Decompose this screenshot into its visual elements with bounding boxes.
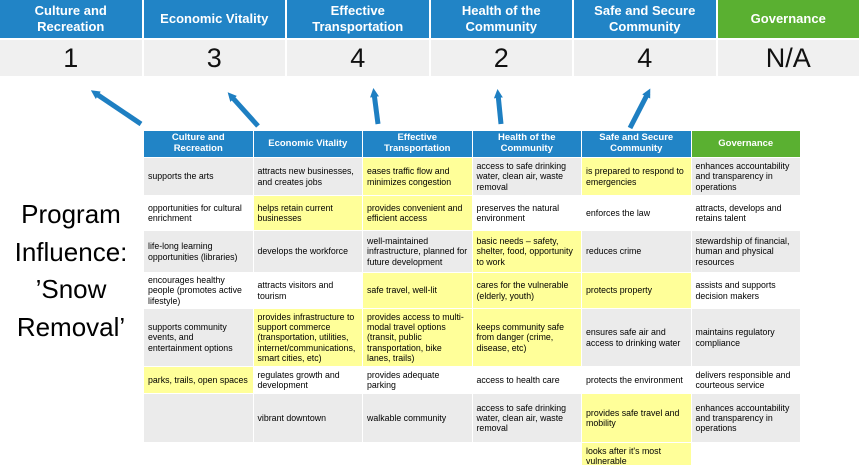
arrow-transportation-icon — [370, 88, 381, 125]
matrix-cell-r7-c1 — [252, 442, 363, 465]
matrix-row-7: looks after it's most vulnerable — [143, 442, 801, 465]
summary-header-4: Safe and Secure Community — [574, 0, 716, 38]
matrix-cell-r0-c5: enhances accountability and transparency… — [690, 157, 801, 196]
summary-header-5: Governance — [717, 0, 859, 38]
matrix-cell-r3-c1: attracts visitors and tourism — [252, 271, 363, 310]
matrix-cell-r2-c4: reduces crime — [581, 230, 692, 273]
matrix-cell-r3-c0: encourages healthy people (promotes acti… — [143, 271, 254, 310]
matrix-cell-r4-c4: ensures safe air and access to drinking … — [581, 308, 692, 368]
matrix-header-3: Health of the Community — [471, 130, 582, 158]
matrix-cell-r5-c1: regulates growth and development — [252, 366, 363, 395]
arrow-culture-icon — [90, 90, 143, 127]
matrix-cell-r7-c2 — [362, 442, 473, 465]
matrix-cell-r4-c2: provides access to multi-modal travel op… — [362, 308, 473, 368]
matrix-cell-r1-c4: enforces the law — [581, 195, 692, 231]
matrix-header-2: Effective Transportation — [362, 130, 473, 158]
matrix-cell-r6-c5: enhances accountability and transparency… — [690, 393, 801, 444]
matrix-cell-r0-c1: attracts new businesses, and creates job… — [252, 157, 363, 196]
matrix-cell-r2-c3: basic needs – safety, shelter, food, opp… — [471, 230, 582, 273]
matrix-cell-r1-c0: opportunities for cultural enrichment — [143, 195, 254, 231]
matrix-cell-r5-c4: protects the environment — [581, 366, 692, 395]
matrix-cell-r7-c3 — [471, 442, 582, 465]
matrix-cell-r1-c2: provides convenient and efficient access — [362, 195, 473, 231]
matrix-row-2: life-long learning opportunities (librar… — [143, 230, 801, 273]
matrix-cell-r7-c4: looks after it's most vulnerable — [581, 442, 692, 465]
matrix-row-5: parks, trails, open spaces regulates grow… — [143, 366, 801, 395]
matrix-header-0: Culture and Recreation — [143, 130, 254, 158]
summary-score-5: N/A — [717, 40, 859, 76]
arrow-health-icon — [493, 89, 504, 125]
matrix-cell-r4-c3: keeps community safe from danger (crime,… — [471, 308, 582, 368]
matrix-cell-r6-c2: walkable community — [362, 393, 473, 444]
summary-header-0: Culture and Recreation — [0, 0, 142, 38]
matrix-header-5: Governance — [690, 130, 801, 158]
matrix-cell-r1-c1: helps retain current businesses — [252, 195, 363, 231]
matrix-cell-r6-c4: provides safe travel and mobility — [581, 393, 692, 444]
matrix-cell-r7-c0 — [143, 442, 254, 465]
matrix-row-3: encourages healthy people (promotes acti… — [143, 271, 801, 310]
matrix-cell-r6-c0 — [143, 393, 254, 444]
matrix-cell-r0-c0: supports the arts — [143, 157, 254, 196]
arrow-economic-icon — [227, 92, 260, 128]
matrix-cell-r6-c3: access to safe drinking water, clean air… — [471, 393, 582, 444]
matrix-cell-r3-c3: cares for the vulnerable (elderly, youth… — [471, 271, 582, 310]
matrix-header-row: Culture and Recreation Economic Vitality E… — [143, 130, 801, 158]
matrix-cell-r2-c5: stewardship of financial, human and phys… — [690, 230, 801, 273]
matrix-cell-r2-c0: life-long learning opportunities (librar… — [143, 230, 254, 273]
summary-header-3: Health of the Community — [430, 0, 572, 38]
matrix-cell-r0-c3: access to safe drinking water, clean air… — [471, 157, 582, 196]
matrix-cell-r5-c2: provides adequate parking — [362, 366, 473, 395]
summary-score-3: 2 — [430, 40, 572, 76]
matrix-cell-r5-c5: delivers responsible and courteous servi… — [690, 366, 801, 395]
matrix-cell-r5-c0: parks, trails, open spaces — [143, 366, 254, 395]
matrix-cell-r3-c5: assists and supports decision makers — [690, 271, 801, 310]
matrix-cell-r4-c1: provides infrastructure to support comme… — [252, 308, 363, 368]
matrix-cell-r0-c2: eases traffic flow and minimizes congest… — [362, 157, 473, 196]
matrix-cell-r2-c2: well-maintained infrastructure, planned … — [362, 230, 473, 273]
matrix-cell-r7-c5 — [690, 442, 801, 465]
matrix-cell-r1-c3: preserves the natural environment — [471, 195, 582, 231]
matrix-cell-r5-c3: access to health care — [471, 366, 582, 395]
matrix-body: supports the arts attracts new businesses… — [143, 157, 801, 465]
summary-score-4: 4 — [574, 40, 716, 76]
matrix-row-4: supports community events, and entertain… — [143, 308, 801, 368]
matrix-cell-r3-c2: safe travel, well-lit — [362, 271, 473, 310]
program-influence-title: Program Influence: ’Snow Removal’ — [14, 199, 128, 343]
summary-score-0: 1 — [0, 40, 142, 76]
matrix-cell-r4-c5: maintains regulatory compliance — [690, 308, 801, 368]
matrix-header-1: Economic Vitality — [252, 130, 363, 158]
summary-band: Culture and Recreation Economic Vitality E… — [0, 0, 859, 76]
matrix-row-1: opportunities for cultural enrichment hel… — [143, 195, 801, 231]
matrix-cell-r6-c1: vibrant downtown — [252, 393, 363, 444]
matrix-cell-r2-c1: develops the workforce — [252, 230, 363, 273]
matrix-header-4: Safe and Secure Community — [581, 130, 692, 158]
matrix-row-0: supports the arts attracts new businesses… — [143, 157, 801, 196]
summary-header-1: Economic Vitality — [143, 0, 285, 38]
summary-score-1: 3 — [143, 40, 285, 76]
matrix-cell-r1-c5: attracts, develops and retains talent — [690, 195, 801, 231]
matrix-row-6: vibrant downtown walkable community access… — [143, 393, 801, 444]
summary-score-2: 4 — [287, 40, 429, 76]
matrix-cell-r4-c0: supports community events, and entertain… — [143, 308, 254, 368]
summary-header-2: Effective Transportation — [287, 0, 429, 38]
matrix-cell-r0-c4: is prepared to respond to emergencies — [581, 157, 692, 196]
matrix-cell-r3-c4: protects property — [581, 271, 692, 310]
arrow-safe-icon — [627, 88, 651, 130]
influence-matrix-table: Culture and Recreation Economic Vitality E… — [143, 130, 801, 465]
